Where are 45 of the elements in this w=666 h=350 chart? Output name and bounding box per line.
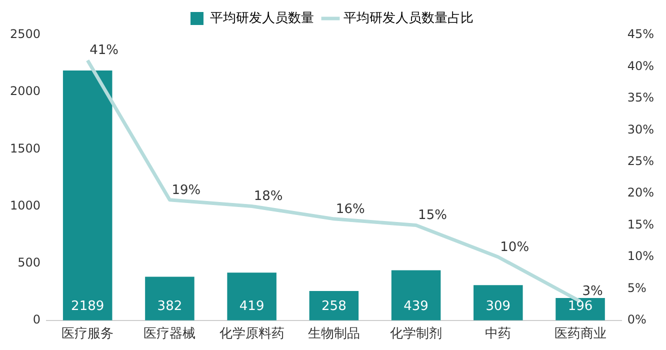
y-tick-label: 1000	[10, 198, 41, 212]
data-label: 439	[404, 298, 428, 314]
bar	[474, 285, 523, 320]
bar	[227, 272, 276, 320]
x-tick-label: 医疗服务	[62, 326, 114, 342]
x-tick-label: 化学原料药	[219, 326, 284, 342]
data-label: 196	[568, 298, 593, 314]
data-label: 382	[157, 298, 182, 314]
x-tick-label: 生物制品	[308, 326, 360, 342]
legend-label: 平均研发人员数量占比	[344, 10, 474, 26]
legend-label: 平均研发人员数量	[210, 10, 314, 26]
data-label: 19%	[172, 182, 201, 198]
y2-tick-label: 40%	[627, 58, 654, 73]
data-label: 16%	[336, 202, 365, 217]
data-label: 419	[239, 298, 264, 314]
y-tick-label: 500	[18, 255, 41, 270]
y2-tick-label: 0%	[627, 312, 646, 327]
y2-tick-label: 30%	[627, 122, 654, 136]
data-label: 15%	[418, 208, 447, 224]
y2-tick-label: 15%	[627, 217, 654, 232]
data-label: 309	[486, 298, 511, 314]
x-tick-label: 中药	[485, 326, 512, 342]
y2-tick-label: 10%	[627, 249, 654, 264]
y2-tick-label: 20%	[627, 186, 654, 200]
y2-tick-label: 45%	[627, 27, 654, 42]
data-label: 41%	[90, 43, 118, 58]
bar	[62, 70, 112, 320]
data-label: 2189	[71, 298, 104, 314]
y2-tick-label: 35%	[627, 90, 654, 105]
data-label: 258	[322, 298, 346, 314]
data-label: 18%	[254, 189, 283, 204]
y-tick-label: 2500	[10, 27, 41, 42]
y2-tick-label: 25%	[627, 154, 654, 168]
x-tick-label: 化学制剂	[390, 326, 442, 342]
y2-tick-label: 5%	[627, 280, 646, 295]
y-tick-label: 1500	[10, 141, 41, 156]
bar	[391, 270, 441, 320]
data-label: 3%	[582, 284, 603, 300]
y-tick-label: 0	[32, 312, 41, 327]
x-tick-label: 医疗器械	[144, 326, 196, 342]
data-label: 10%	[500, 240, 530, 255]
bar	[145, 276, 194, 320]
x-tick-label: 医药商业	[554, 326, 606, 342]
y-tick-label: 2000	[10, 84, 41, 98]
bar	[309, 290, 359, 320]
